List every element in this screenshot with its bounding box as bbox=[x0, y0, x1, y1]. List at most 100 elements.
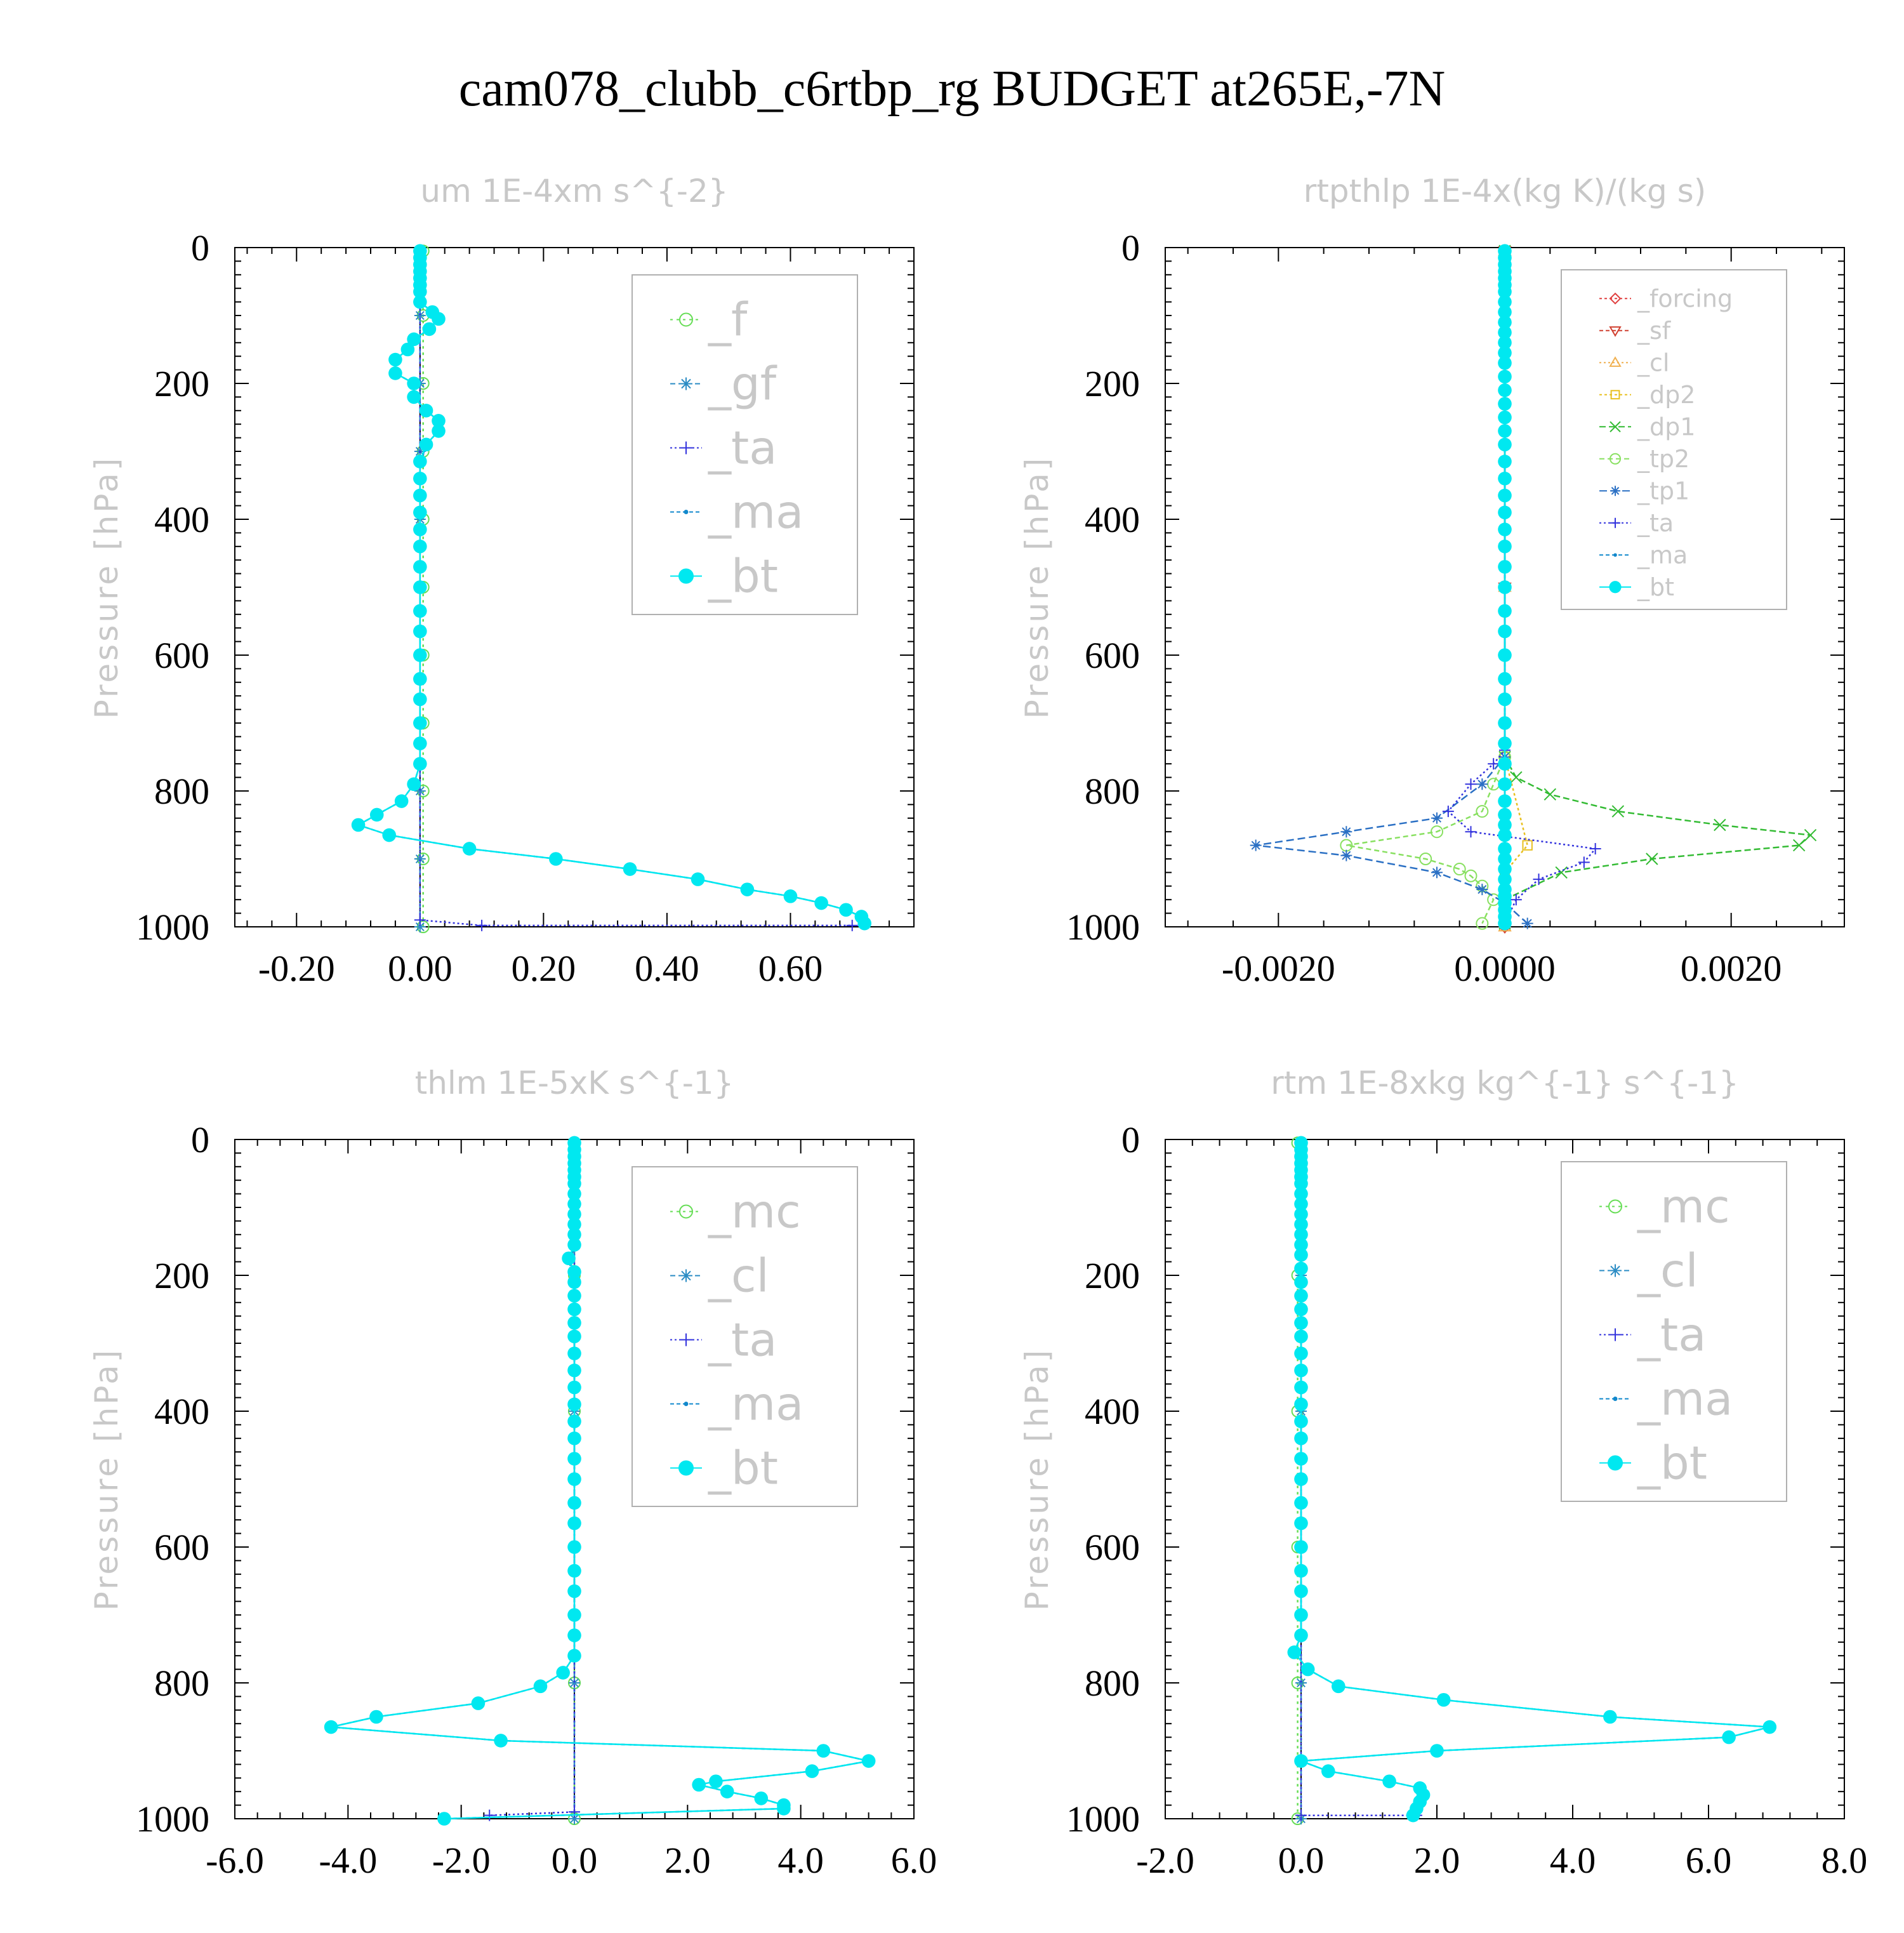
um-series-bt-point bbox=[413, 672, 427, 686]
rtpthlp-series-bt-point bbox=[1498, 455, 1512, 468]
rtpthlp-budget-chart: rtpthlp 1E-4x(kg K)/(kg s) Pressure [hPa]… bbox=[1019, 173, 1845, 989]
rtpthlp-series-bt-point bbox=[1498, 916, 1512, 931]
rtpthlp-legend-marker bbox=[1613, 553, 1617, 557]
thlm-series-cl-point bbox=[569, 1677, 580, 1689]
um-legend-marker bbox=[678, 568, 694, 584]
rtpthlp-legend-item: _bt bbox=[1599, 573, 1674, 601]
thlm-legend-item: _mc bbox=[670, 1185, 801, 1239]
um-series-bt-point bbox=[432, 312, 446, 326]
rtpthlp-series-dp1-point bbox=[1510, 771, 1523, 784]
rtpthlp-y-tick-label: 400 bbox=[1085, 499, 1140, 540]
thlm-series-bt-point bbox=[567, 1472, 581, 1486]
um-series-bt-point bbox=[462, 842, 477, 856]
um-legend-label: _f bbox=[708, 293, 748, 347]
rtm-series-bt-point bbox=[1294, 1176, 1308, 1191]
rtpthlp-legend-label: _ma bbox=[1637, 541, 1688, 569]
thlm-series-bt-point bbox=[567, 1302, 581, 1317]
rtm-series-bt-point bbox=[1294, 1275, 1308, 1289]
um-series-bt-point bbox=[691, 872, 705, 886]
rtpthlp-series-dp1-point bbox=[1611, 805, 1625, 818]
thlm-series-bt-point bbox=[861, 1754, 876, 1768]
rtm-legend-marker bbox=[1613, 1397, 1618, 1401]
rtm-series-bt-point bbox=[1294, 1316, 1308, 1330]
um-series-bt-point bbox=[413, 604, 427, 618]
rtm-legend-label: _ma bbox=[1637, 1372, 1733, 1426]
rtm-series-bt-point bbox=[1294, 1248, 1308, 1262]
um-legend-marker bbox=[680, 377, 692, 390]
um-series-bt-point bbox=[814, 896, 828, 910]
rtpthlp-x-tick-label: 0.0000 bbox=[1454, 948, 1556, 989]
um-series-bt-point bbox=[369, 807, 384, 822]
thlm-budget-chart: thlm 1E-5xK s^{-1} Pressure [hPa] 0 200 400 6… bbox=[88, 1065, 937, 1881]
um-series-bt-point bbox=[413, 716, 427, 730]
thlm-series-bt-point bbox=[567, 1364, 581, 1378]
um-series-bt-point bbox=[413, 580, 427, 594]
rtm-series-bt-point bbox=[1294, 1516, 1308, 1531]
um-series-bt-point bbox=[351, 818, 366, 832]
rtpthlp-series-bt-point bbox=[1498, 540, 1512, 554]
rtm-series-bt-point bbox=[1294, 1380, 1308, 1395]
thlm-series-bt-point bbox=[567, 1608, 581, 1622]
um-series-bt-point bbox=[407, 376, 421, 390]
um-series-bt-point bbox=[413, 757, 427, 771]
rtpthlp-series-tp1-point bbox=[1250, 839, 1262, 851]
rtm-budget-chart: rtm 1E-8xkg kg^{-1} s^{-1} Pressure [hPa]… bbox=[1019, 1065, 1868, 1881]
rtpthlp-series-bt-point bbox=[1498, 488, 1512, 503]
thlm-series-ta bbox=[484, 1137, 580, 1821]
um-legend-marker bbox=[680, 441, 692, 455]
um-x-tick-label: 0.60 bbox=[758, 948, 823, 989]
rtm-x-tick-label: 2.0 bbox=[1414, 1840, 1460, 1881]
rtm-x-tick-label: 4.0 bbox=[1550, 1840, 1596, 1881]
thlm-y-tick-label: 1000 bbox=[136, 1798, 209, 1840]
um-series-bt-point bbox=[407, 777, 421, 792]
thlm-series-bt-point bbox=[567, 1329, 581, 1344]
um-series-bt-point bbox=[432, 424, 446, 438]
rtpthlp-legend-item: _dp1 bbox=[1599, 413, 1695, 441]
rtpthlp-legend-marker bbox=[1610, 517, 1620, 528]
rtpthlp-series-tp1-point bbox=[1340, 826, 1352, 838]
um-legend-item: _f bbox=[670, 293, 748, 347]
rtpthlp-legend-label: _forcing bbox=[1637, 285, 1733, 313]
rtm-series-bt-point bbox=[1406, 1808, 1420, 1823]
rtpthlp-series-bt-point bbox=[1498, 295, 1512, 309]
thlm-series-ta-point bbox=[569, 1806, 580, 1818]
rtm-x-tick-label: 8.0 bbox=[1821, 1840, 1868, 1881]
rtpthlp-legend-item: _forcing bbox=[1599, 285, 1733, 313]
um-budget-chart: um 1E-4xm s^{-2} Pressure [hPa] 0 200 400 600… bbox=[88, 173, 915, 989]
thlm-series-bt-point bbox=[567, 1584, 581, 1598]
rtpthlp-y-tick-label: 200 bbox=[1085, 363, 1140, 404]
rtm-series-bt-point bbox=[1294, 1452, 1308, 1466]
rtm-series-bt-point bbox=[1294, 1228, 1308, 1242]
um-series-bt-point bbox=[394, 794, 409, 808]
um-series-bt-point bbox=[388, 366, 402, 380]
rtpthlp-series-bt-point bbox=[1498, 383, 1512, 397]
rtpthlp-legend-label: _tp1 bbox=[1637, 477, 1689, 505]
rtpthlp-series-dp1-point bbox=[1555, 866, 1568, 879]
thlm-chart-title: thlm 1E-5xK s^{-1} bbox=[415, 1065, 734, 1101]
um-series-bt-point bbox=[413, 624, 427, 639]
rtm-series-bt-point bbox=[1294, 1329, 1308, 1344]
rtpthlp-legend-label: _dp1 bbox=[1637, 413, 1695, 441]
thlm-series-bt-point bbox=[692, 1777, 706, 1792]
rtpthlp-series-bt-point bbox=[1498, 862, 1512, 876]
rtm-legend-marker bbox=[1609, 1328, 1622, 1341]
rtm-series-bt-point bbox=[1332, 1679, 1345, 1694]
rtpthlp-series-tp2-point bbox=[1431, 825, 1443, 839]
thlm-series-bt-point bbox=[494, 1734, 508, 1748]
um-x-tick-label: 0.40 bbox=[635, 948, 699, 989]
thlm-series-bt-point bbox=[567, 1452, 581, 1466]
rtpthlp-series-tp1-point bbox=[1476, 778, 1488, 790]
thlm-series-bt-point bbox=[567, 1380, 581, 1395]
rtpthlp-legend: _forcing _sf _cl _dp2 _dp1 _tp2 _tp1 _ta _ma _bt bbox=[1561, 269, 1787, 610]
um-y-tick-label: 600 bbox=[154, 635, 209, 676]
um-series-ta-point bbox=[846, 919, 858, 931]
um-legend-label: _ta bbox=[708, 422, 777, 475]
rtm-series-bt-point bbox=[1294, 1346, 1308, 1360]
rtpthlp-legend-marker bbox=[1610, 453, 1621, 465]
thlm-series-bt-point bbox=[324, 1720, 338, 1734]
rtm-series-bt-point bbox=[1294, 1540, 1308, 1554]
um-series-bt-point bbox=[413, 295, 427, 309]
thlm-legend-marker bbox=[680, 1333, 692, 1346]
rtm-y-axis-label: Pressure [hPa] bbox=[1019, 1348, 1055, 1611]
rtm-series-bt-point bbox=[1300, 1662, 1315, 1677]
